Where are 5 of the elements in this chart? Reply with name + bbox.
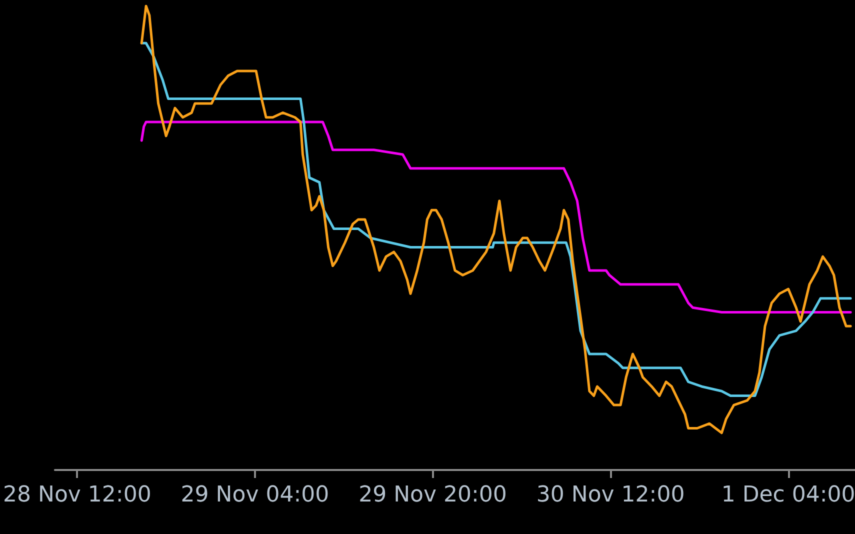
x-tick-label: 29 Nov 20:00	[358, 482, 507, 508]
x-tick-label: 29 Nov 04:00	[180, 482, 330, 508]
x-tick-label: 28 Nov 12:00	[2, 482, 152, 508]
x-tick-label: 1 Dec 04:00	[721, 482, 855, 508]
x-tick-label: 30 Nov 12:00	[536, 482, 685, 508]
